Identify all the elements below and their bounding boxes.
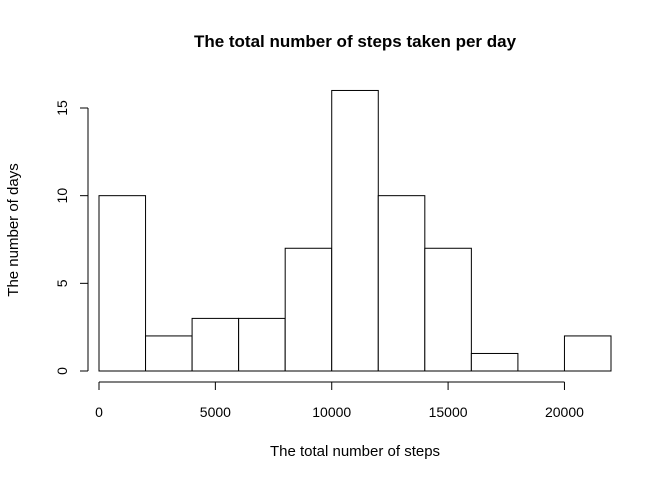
x-tick-label: 0 xyxy=(95,404,103,420)
x-tick-label: 15000 xyxy=(429,404,468,420)
histogram-bar xyxy=(284,247,333,372)
x-axis-label: The total number of steps xyxy=(270,443,440,460)
histogram-bar xyxy=(331,89,379,372)
histogram-bar xyxy=(470,352,519,372)
x-tick-label: 20000 xyxy=(545,404,584,420)
y-tick-label: 0 xyxy=(54,367,70,375)
chart-title: The total number of steps taken per day xyxy=(194,32,517,51)
x-tick-label: 5000 xyxy=(200,404,231,420)
bars-group xyxy=(98,89,612,372)
histogram-bar xyxy=(238,317,286,372)
y-tick-label: 10 xyxy=(54,188,70,204)
histogram-bar xyxy=(377,195,426,372)
histogram-bar xyxy=(191,317,240,372)
y-tick-label: 5 xyxy=(54,279,70,287)
y-tick-label: 15 xyxy=(54,100,70,116)
x-axis: 0 5000 10000 15000 20000 xyxy=(95,381,584,420)
histogram-bar xyxy=(98,195,147,372)
histogram-bar xyxy=(145,335,193,372)
histogram-bar xyxy=(563,335,612,372)
y-axis-label: The number of days xyxy=(5,163,22,296)
y-axis: 0 5 10 15 xyxy=(54,100,89,375)
x-tick-label: 10000 xyxy=(312,404,351,420)
histogram-bar xyxy=(424,247,472,372)
